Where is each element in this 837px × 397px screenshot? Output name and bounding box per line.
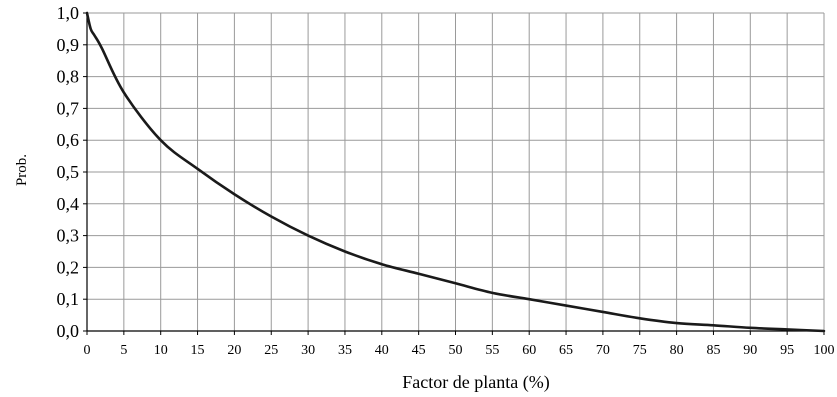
- x-tick-label: 25: [264, 343, 278, 358]
- x-tick-label: 5: [120, 343, 127, 358]
- x-tick-label: 10: [154, 343, 168, 358]
- y-axis-title: Prob.: [14, 154, 30, 186]
- y-tick-label: 0,2: [57, 257, 80, 277]
- y-tick-label: 0,5: [57, 162, 80, 182]
- axes: [83, 12, 825, 335]
- y-tick-label: 0,3: [57, 226, 80, 246]
- x-tick-label: 90: [743, 343, 757, 358]
- x-tick-label: 75: [633, 343, 647, 358]
- y-tick-label: 0,0: [57, 321, 80, 341]
- x-tick-label: 50: [449, 343, 463, 358]
- y-tick-label: 0,7: [57, 98, 80, 118]
- y-tick-label: 0,4: [57, 194, 80, 214]
- x-tick-label: 40: [375, 343, 389, 358]
- y-tick-label: 1,0: [57, 3, 80, 23]
- grid: [86, 12, 825, 332]
- x-tick-label: 35: [338, 343, 352, 358]
- y-tick-labels: 0,0 0,1 0,2 0,3 0,4 0,5 0,6 0,7 0,8 0,9 1,0: [57, 3, 80, 341]
- x-tick-label: 70: [596, 343, 610, 358]
- x-tick-label: 80: [670, 343, 684, 358]
- x-tick-labels: 0 5 10 15 20 25 30 35 40 45 50 55 60 65 70 75 80 85 90 95 10…: [84, 343, 835, 358]
- x-tick-label: 85: [706, 343, 720, 358]
- x-tick-label: 95: [780, 343, 794, 358]
- x-tick-label: 45: [412, 343, 426, 358]
- series: [85, 11, 826, 333]
- x-tick-label: 0: [84, 343, 91, 358]
- x-tick-label: 65: [559, 343, 573, 358]
- x-tick-label: 60: [522, 343, 536, 358]
- series-line-0: [85, 11, 826, 333]
- y-tick-label: 0,6: [57, 130, 80, 150]
- y-tick-label: 0,9: [57, 35, 80, 55]
- x-tick-label: 100: [814, 343, 835, 358]
- x-tick-label: 30: [301, 343, 315, 358]
- x-tick-label: 55: [485, 343, 499, 358]
- y-tick-label: 0,8: [57, 67, 80, 87]
- x-tick-label: 15: [191, 343, 205, 358]
- x-tick-label: 20: [227, 343, 241, 358]
- x-axis-title: Factor de planta (%): [402, 372, 549, 393]
- y-tick-label: 0,1: [57, 289, 80, 309]
